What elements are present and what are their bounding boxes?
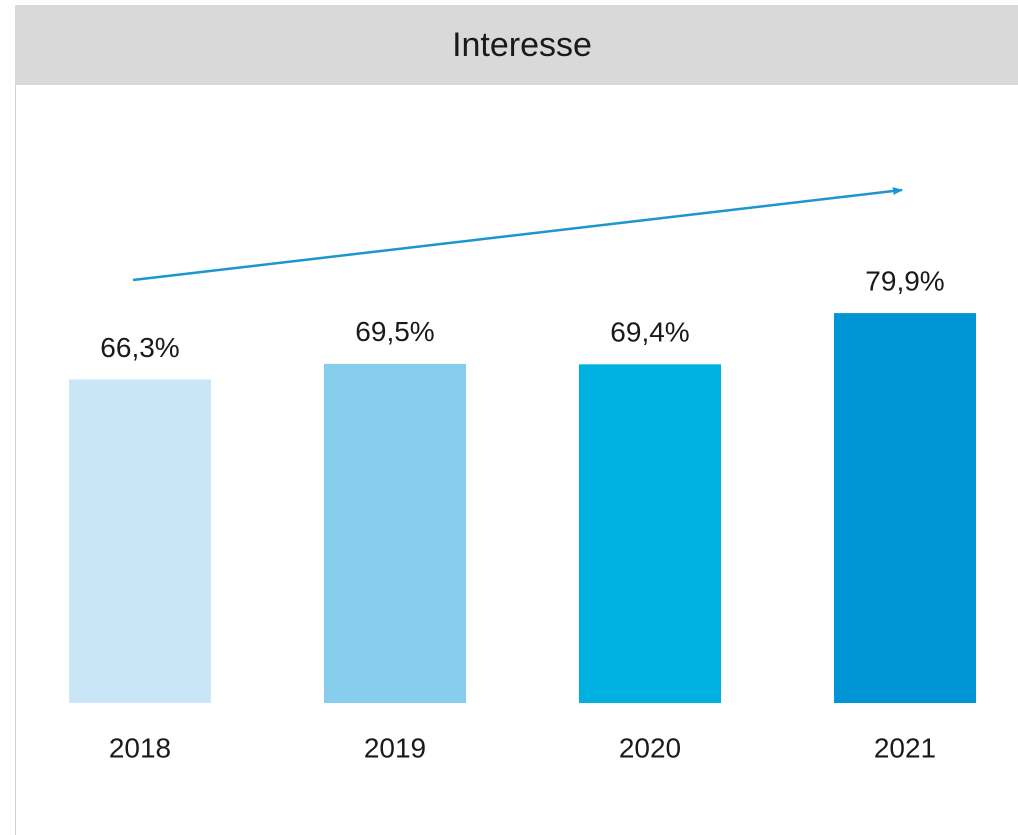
chart-title: Interesse: [452, 26, 592, 64]
trend-arrow: [132, 187, 903, 282]
header-band: [15, 5, 1018, 85]
value-label: 79,9%: [865, 265, 944, 296]
x-tick-label: 2019: [364, 732, 426, 763]
x-tick-label: 2021: [874, 732, 936, 763]
value-label: 66,3%: [100, 332, 179, 363]
bar: [69, 379, 211, 703]
bar: [579, 364, 721, 703]
value-label: 69,5%: [355, 316, 434, 347]
x-tick-label: 2018: [109, 732, 171, 763]
bar: [834, 313, 976, 703]
x-tick-label: 2020: [619, 732, 681, 763]
bar: [324, 363, 466, 703]
value-label: 69,4%: [610, 317, 689, 348]
